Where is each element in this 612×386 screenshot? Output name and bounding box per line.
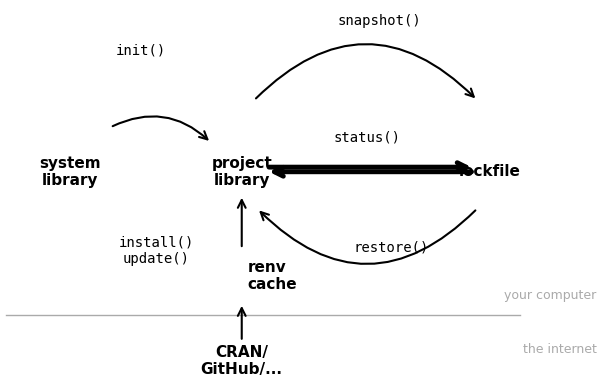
Text: init(): init()	[116, 43, 166, 57]
Text: CRAN/
GitHub/...: CRAN/ GitHub/...	[201, 345, 283, 377]
Text: install()
update(): install() update()	[118, 236, 194, 266]
Text: snapshot(): snapshot()	[338, 14, 421, 28]
Text: the internet: the internet	[523, 343, 597, 356]
Text: project
library: project library	[211, 156, 272, 188]
Text: renv
cache: renv cache	[248, 260, 297, 292]
Text: restore(): restore()	[354, 240, 430, 254]
Text: lockfile: lockfile	[458, 164, 521, 179]
Text: your computer: your computer	[504, 289, 597, 302]
Text: status(): status()	[334, 130, 401, 144]
Text: system
library: system library	[40, 156, 101, 188]
